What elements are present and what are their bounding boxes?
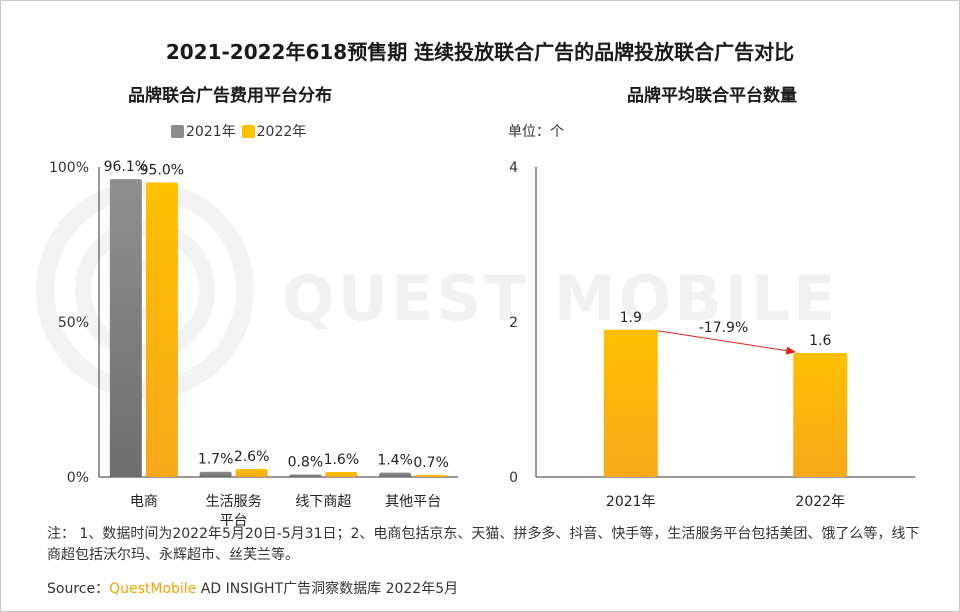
legend: 2021年 2022年	[171, 121, 312, 141]
bar-value-label: 1.6%	[324, 452, 360, 468]
source-line: Source：QuestMobile AD INSIGHT广告洞察数据库 202…	[47, 578, 458, 598]
left-y-tick-label: 100%	[49, 160, 89, 176]
bar-value-label: 0.7%	[413, 455, 449, 471]
right-chart-unit: 单位：个	[508, 124, 564, 140]
legend-label-2022: 2022年	[256, 124, 307, 140]
bar-value-label: 0.8%	[288, 455, 324, 471]
left-y-tick-label: 0%	[67, 470, 89, 486]
left-x-tick-label: 其他平台	[385, 494, 441, 510]
left-chart-title: 品牌联合广告费用平台分布	[128, 86, 332, 106]
bar-value-label: 1.4%	[377, 453, 413, 469]
change-annotation: -17.9%	[699, 320, 749, 336]
legend-label-2021: 2021年	[186, 124, 236, 140]
right-y-tick-label: 4	[509, 160, 518, 176]
right-x-tick-label: 2022年	[795, 494, 845, 510]
legend-swatch-2021	[171, 124, 184, 138]
bar-avg-platforms-0	[603, 329, 658, 477]
left-x-tick-label: 生活服务	[206, 494, 262, 510]
bar-value-label: 1.6	[809, 333, 831, 349]
bar-2021-3	[379, 472, 412, 477]
bar-value-label: 1.7%	[198, 452, 234, 468]
bar-value-label: 96.1%	[104, 159, 148, 175]
source-brand: QuestMobile	[109, 581, 197, 597]
bar-2021-1	[199, 471, 232, 477]
left-x-tick-label: 线下商超	[295, 494, 351, 510]
bar-2022-1	[235, 468, 268, 477]
footnote: 注： 1、数据时间为2022年5月20日-5月31日；2、电商包括京东、天猫、拼…	[47, 526, 920, 563]
right-bar-chart: 0 2 4 1.9 2021年 1.6 2022年 -17.9%	[509, 160, 915, 510]
legend-swatch-2022	[241, 124, 255, 138]
right-y-tick-label: 2	[509, 315, 518, 331]
bar-value-label: 1.9	[620, 310, 642, 326]
bar-2022-0	[145, 182, 178, 477]
bar-2021-2	[289, 474, 322, 477]
legend-item-2022: 2022年	[241, 121, 307, 141]
right-y-tick-label: 0	[509, 470, 518, 486]
left-y-tick-label: 50%	[58, 315, 89, 331]
bar-2022-2	[325, 472, 358, 477]
bar-value-label: 95.0%	[140, 163, 184, 179]
bar-value-label: 2.6%	[234, 449, 270, 465]
source-rest: AD INSIGHT广告洞察数据库 2022年5月	[196, 581, 459, 597]
change-arrow	[657, 330, 797, 355]
bar-2021-0	[109, 179, 142, 477]
main-title: 2021-2022年618预售期 连续投放联合广告的品牌投放联合广告对比	[165, 40, 795, 64]
right-x-tick-label: 2021年	[606, 494, 656, 510]
legend-item-2021: 2021年	[171, 121, 236, 141]
left-x-tick-label: 电商	[130, 494, 158, 510]
bar-2022-3	[415, 474, 448, 477]
right-chart-title: 品牌平均联合平台数量	[627, 86, 797, 106]
left-x-tick-label: 平台	[220, 513, 248, 529]
bar-avg-platforms-1	[793, 353, 848, 477]
source-prefix: Source：	[47, 581, 110, 597]
